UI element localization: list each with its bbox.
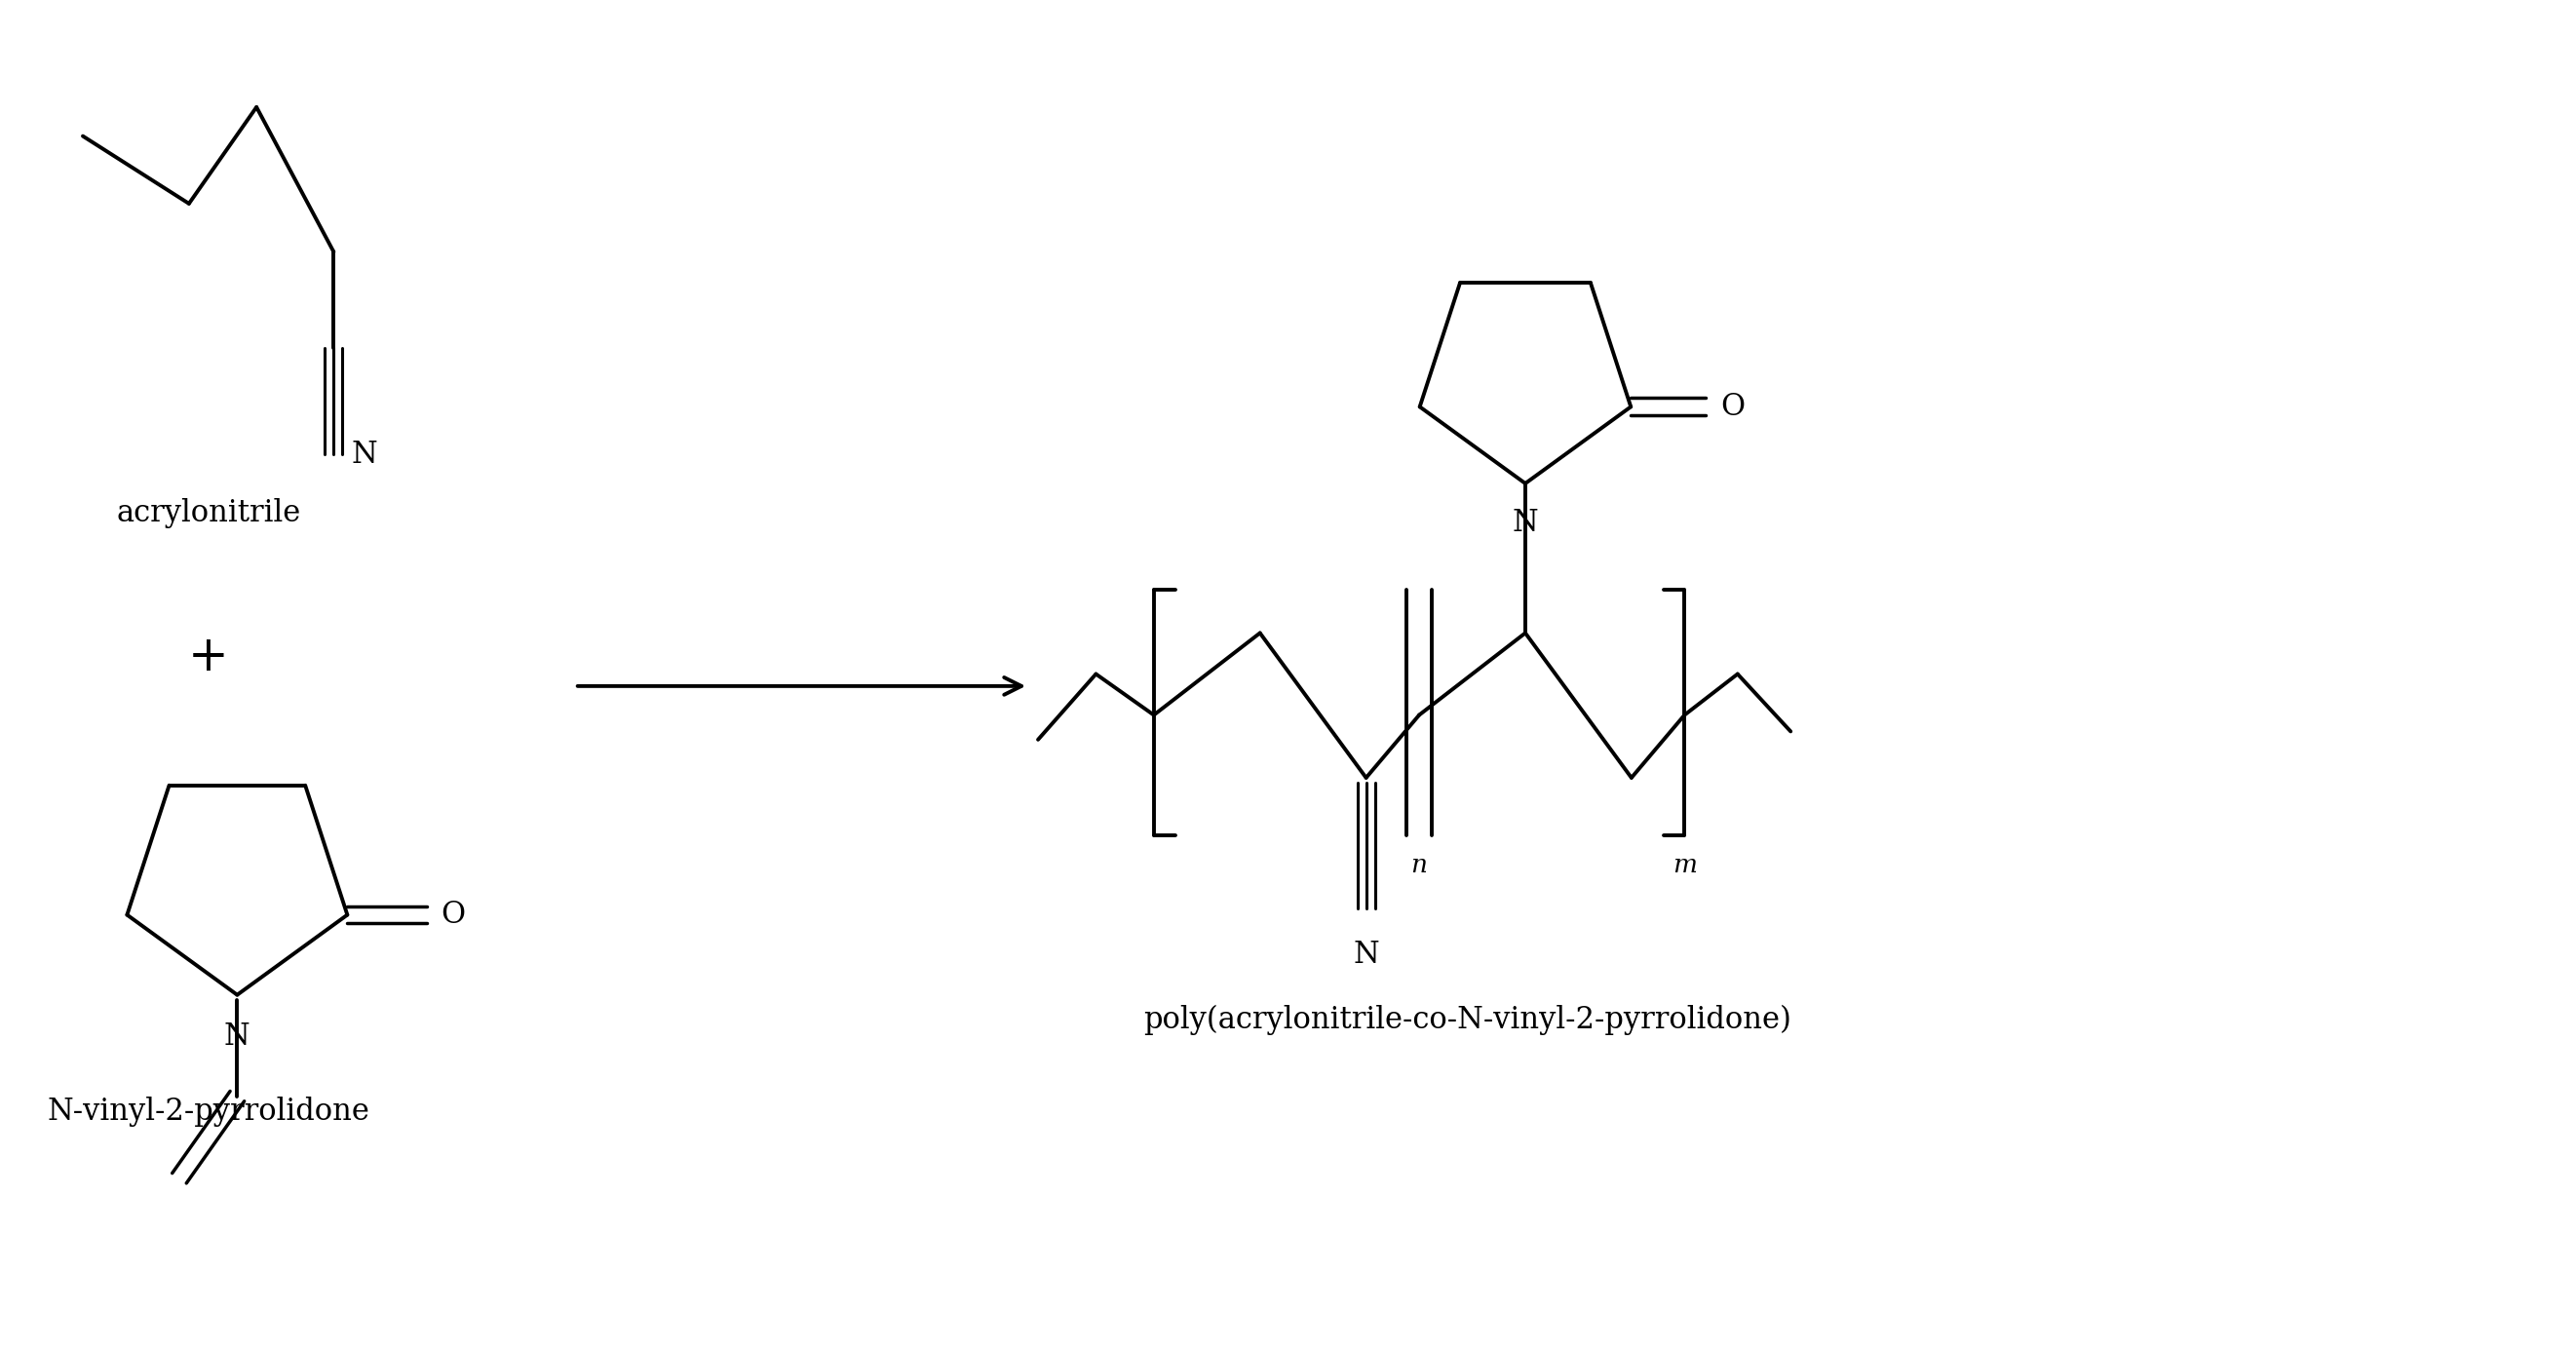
Text: acrylonitrile: acrylonitrile (116, 498, 301, 529)
Text: N: N (1512, 507, 1538, 538)
Text: N: N (1352, 940, 1378, 970)
Text: N: N (224, 1023, 250, 1052)
Text: N-vinyl-2-pyrrolidone: N-vinyl-2-pyrrolidone (46, 1097, 368, 1126)
Text: n: n (1412, 853, 1427, 877)
Text: m: m (1672, 853, 1698, 877)
Text: +: + (188, 633, 229, 681)
Text: O: O (440, 900, 466, 929)
Text: O: O (1721, 391, 1744, 422)
Text: N: N (350, 440, 376, 469)
Text: poly(acrylonitrile-co-N-vinyl-2-pyrrolidone): poly(acrylonitrile-co-N-vinyl-2-pyrrolid… (1144, 1005, 1790, 1035)
